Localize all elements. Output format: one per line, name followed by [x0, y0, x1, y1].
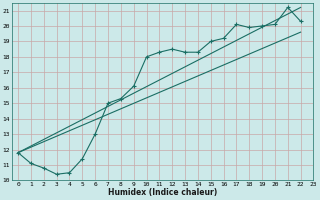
- X-axis label: Humidex (Indice chaleur): Humidex (Indice chaleur): [108, 188, 217, 197]
